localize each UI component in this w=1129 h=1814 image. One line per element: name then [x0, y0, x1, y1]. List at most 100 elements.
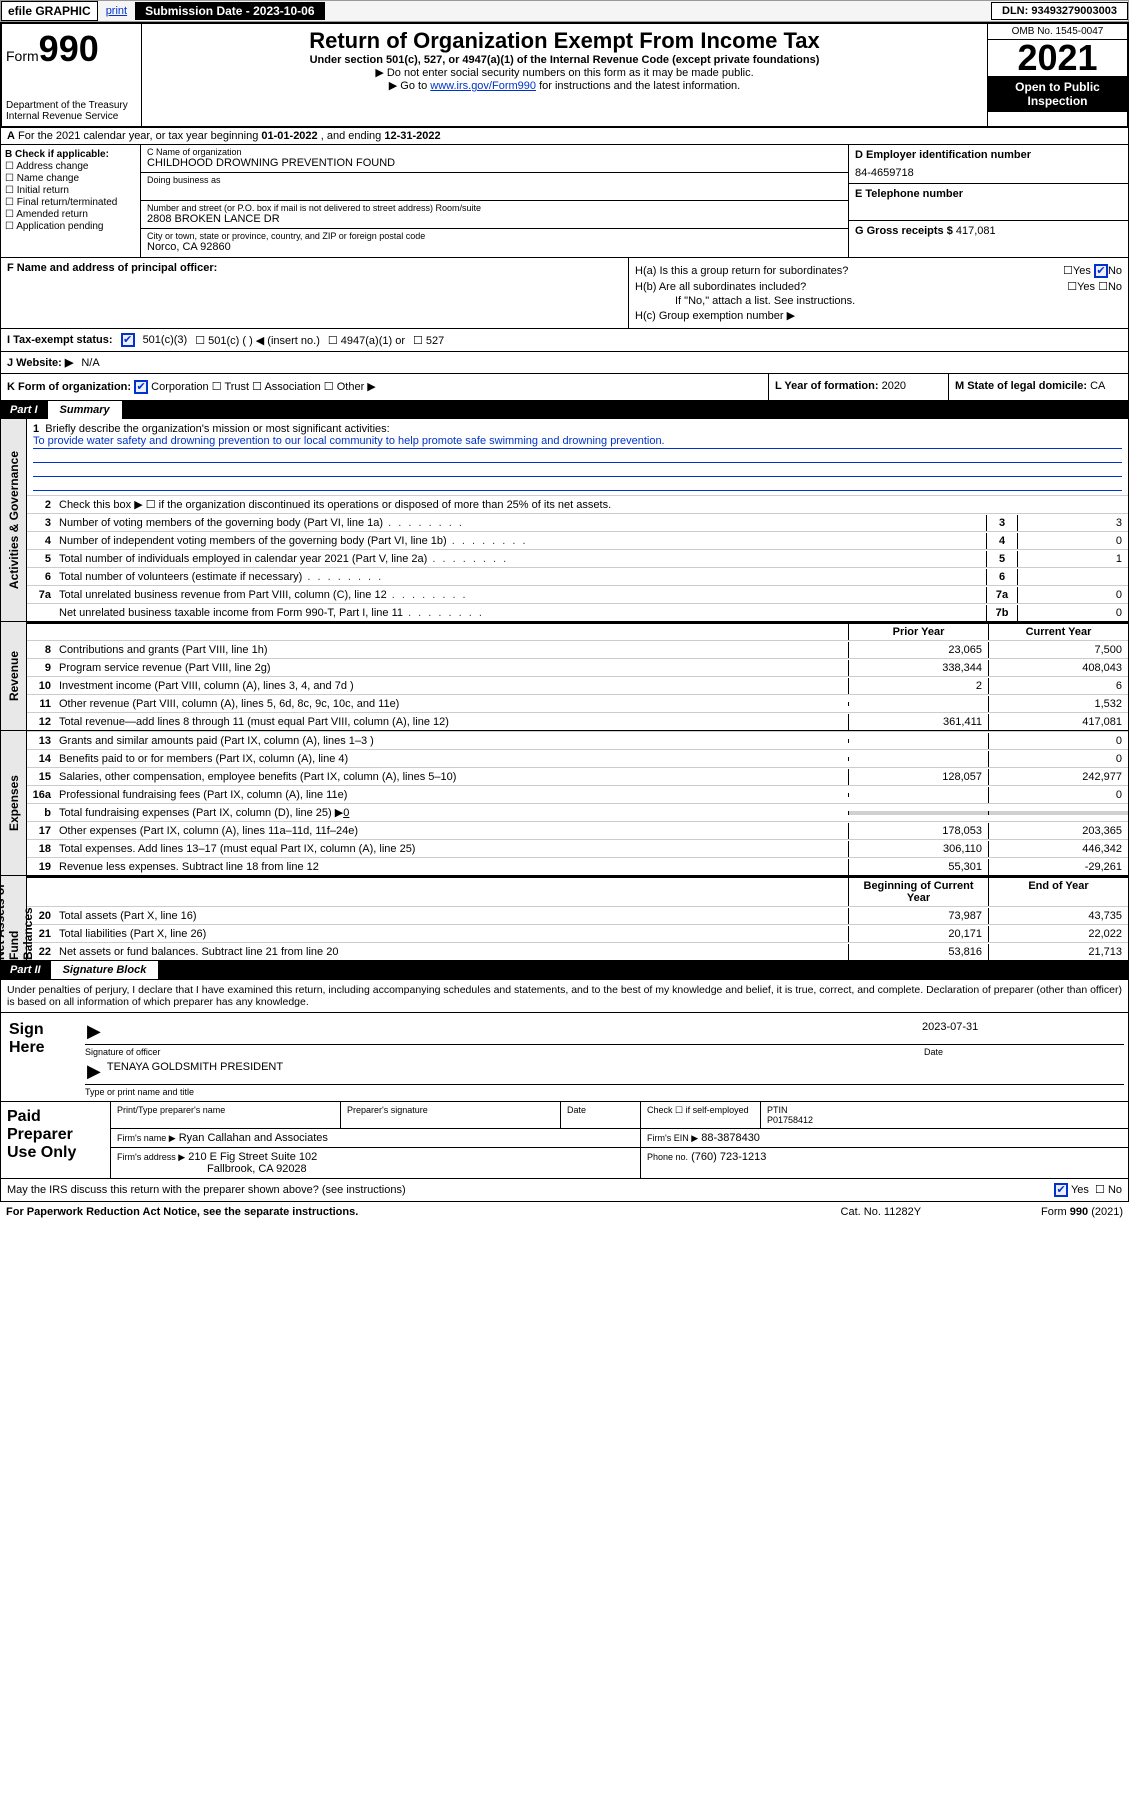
firm-ein-lbl: Firm's EIN ▶	[647, 1133, 698, 1143]
irs-link[interactable]: www.irs.gov/Form990	[430, 80, 536, 92]
efile-label: efile GRAPHIC	[1, 1, 98, 21]
k-label: K Form of organization:	[7, 381, 131, 393]
p16a	[848, 793, 988, 797]
addr-label: Number and street (or P.O. box if mail i…	[147, 203, 842, 213]
ptin-cell: PTINP01758412	[761, 1102, 1128, 1128]
state-domicile: CA	[1090, 380, 1105, 392]
rowA-text: For the 2021 calendar year, or tax year …	[15, 130, 261, 142]
c16a: 0	[988, 787, 1128, 803]
c21: 22,022	[988, 926, 1128, 942]
l1-label: Briefly describe the organization's miss…	[45, 423, 389, 435]
phone-lbl: Phone no.	[647, 1152, 688, 1162]
submission-date: Submission Date - 2023-10-06	[135, 2, 324, 20]
row-klm: K Form of organization: Corporation ☐ Tr…	[0, 374, 1129, 401]
l15: Salaries, other compensation, employee b…	[55, 769, 848, 785]
chk-initial-return[interactable]: ☐ Initial return	[5, 185, 136, 196]
v3: 3	[1018, 515, 1128, 531]
print-link[interactable]: print	[98, 5, 135, 17]
hdr-current: Current Year	[988, 624, 1128, 640]
part1-num: Part I	[0, 401, 48, 419]
chk-address-change[interactable]: ☐ Address change	[5, 161, 136, 172]
opt-other: Other ▶	[337, 381, 376, 393]
dba-label: Doing business as	[147, 175, 842, 185]
org-name-label: C Name of organization	[147, 147, 842, 157]
sign-here-label: Sign Here	[1, 1013, 81, 1101]
form-num: 990	[39, 28, 99, 69]
l20: Total assets (Part X, line 16)	[55, 908, 848, 924]
tab-expenses: Expenses	[1, 731, 27, 875]
name-title-label: Type or print name and title	[85, 1087, 1124, 1097]
period-begin: 01-01-2022	[261, 130, 317, 142]
v6	[1018, 575, 1128, 579]
firm-phone: (760) 723-1213	[691, 1151, 766, 1163]
mission-blank2	[33, 463, 1122, 477]
mission-blank3	[33, 477, 1122, 491]
l18: Total expenses. Add lines 13–17 (must eq…	[55, 841, 848, 857]
rowA-mid: , and ending	[318, 130, 385, 142]
city: Norco, CA 92860	[147, 241, 842, 253]
l2: Check this box ▶ ☐ if the organization d…	[55, 496, 1128, 513]
row-a-period: A For the 2021 calendar year, or tax yea…	[0, 128, 1129, 145]
col-de: D Employer identification number 84-4659…	[848, 145, 1128, 257]
p8: 23,065	[848, 642, 988, 658]
gross-label: G Gross receipts $	[855, 225, 953, 237]
tax-year: 2021	[988, 40, 1127, 76]
ein-label: D Employer identification number	[855, 149, 1031, 161]
c20: 43,735	[988, 908, 1128, 924]
p15: 128,057	[848, 769, 988, 785]
chk-final-return[interactable]: ☐ Final return/terminated	[5, 197, 136, 208]
firm-addr-lbl: Firm's address ▶	[117, 1152, 185, 1162]
p17: 178,053	[848, 823, 988, 839]
firm-addr1: 210 E Fig Street Suite 102	[188, 1151, 317, 1163]
chk-amended[interactable]: ☐ Amended return	[5, 209, 136, 220]
c12: 417,081	[988, 714, 1128, 730]
c18: 446,342	[988, 841, 1128, 857]
form-number: Form990	[6, 28, 137, 70]
part1-title: Summary	[48, 401, 122, 419]
chk-corp[interactable]	[134, 380, 148, 394]
c22: 21,713	[988, 944, 1128, 960]
section-revenue: Revenue Prior YearCurrent Year 8Contribu…	[0, 622, 1129, 731]
p20: 73,987	[848, 908, 988, 924]
ha-no-checked[interactable]	[1094, 264, 1108, 278]
c11: 1,532	[988, 696, 1128, 712]
opt-corp: Corporation	[151, 381, 208, 393]
colB-label: B Check if applicable:	[5, 149, 109, 160]
prep-name-hdr: Print/Type preparer's name	[111, 1102, 341, 1128]
firm-name-lbl: Firm's name ▶	[117, 1133, 176, 1143]
opt-501c3: 501(c)(3)	[143, 334, 188, 346]
label-a: A	[7, 130, 15, 142]
hdr-eoy: End of Year	[988, 878, 1128, 906]
v4: 0	[1018, 533, 1128, 549]
chk-app-pending[interactable]: ☐ Application pending	[5, 221, 136, 232]
chk-name-change[interactable]: ☐ Name change	[5, 173, 136, 184]
gross-receipts: 417,081	[956, 225, 996, 237]
l3: Number of voting members of the governin…	[55, 515, 986, 531]
dln: DLN: 93493279003003	[991, 2, 1128, 20]
p21: 20,171	[848, 926, 988, 942]
c14: 0	[988, 751, 1128, 767]
p22: 53,816	[848, 944, 988, 960]
paid-preparer-block: Paid Preparer Use Only Print/Type prepar…	[0, 1102, 1129, 1179]
p12: 361,411	[848, 714, 988, 730]
ha-yn: ☐Yes No	[1063, 264, 1122, 278]
l16b-val: 0	[343, 807, 349, 819]
c17: 203,365	[988, 823, 1128, 839]
year-formation: 2020	[882, 380, 906, 392]
l5: Total number of individuals employed in …	[55, 551, 986, 567]
l4: Number of independent voting members of …	[55, 533, 986, 549]
l6: Total number of volunteers (estimate if …	[55, 569, 986, 585]
discuss-q: May the IRS discuss this return with the…	[7, 1184, 406, 1196]
chk-501c3[interactable]	[121, 333, 135, 347]
tel-label: E Telephone number	[855, 188, 963, 200]
l10: Investment income (Part VIII, column (A)…	[55, 678, 848, 694]
c8: 7,500	[988, 642, 1128, 658]
mission-text: To provide water safety and drowning pre…	[33, 435, 1122, 449]
part1-header: Part I Summary	[0, 401, 1129, 419]
self-emp: Check ☐ if self-employed	[641, 1102, 761, 1128]
l16a: Professional fundraising fees (Part IX, …	[55, 787, 848, 803]
sig-declaration: Under penalties of perjury, I declare th…	[0, 979, 1129, 1013]
discuss-yes-chk[interactable]	[1054, 1183, 1068, 1197]
discuss-yn: Yes ☐ No	[1054, 1183, 1122, 1197]
addr: 2808 BROKEN LANCE DR	[147, 213, 842, 225]
